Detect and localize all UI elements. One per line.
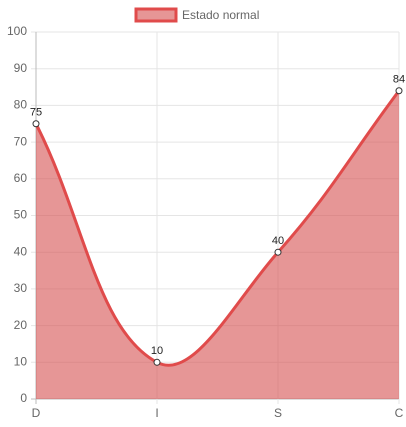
y-tick-label: 30 [14,281,28,295]
point [274,248,282,256]
point [153,358,161,366]
line [34,89,401,367]
x-tick-label: C [395,406,404,420]
legend-label: Estado normal [182,8,259,22]
y-tick-label: 10 [14,354,28,368]
y-tick-label: 40 [14,244,28,258]
x-tick-label: I [155,406,158,420]
y-tick-label: 50 [14,208,28,222]
y-tick-label: 60 [14,171,28,185]
legend-swatch [134,7,178,23]
point [32,120,40,128]
data-label: 40 [272,235,284,247]
y-tick-label: 0 [20,391,27,405]
y-tick-label: 80 [14,98,28,112]
data-label: 75 [30,107,42,119]
x-tick-label: D [32,406,41,420]
y-tick-label: 20 [14,318,28,332]
data-label: 10 [151,345,163,357]
x-tick-label: S [274,406,282,420]
area [36,90,399,399]
y-tick-label: 70 [14,134,28,148]
point [395,87,403,95]
y-tick-label: 100 [7,24,27,38]
data-label: 84 [393,74,405,86]
y-tick-label: 90 [14,61,28,75]
